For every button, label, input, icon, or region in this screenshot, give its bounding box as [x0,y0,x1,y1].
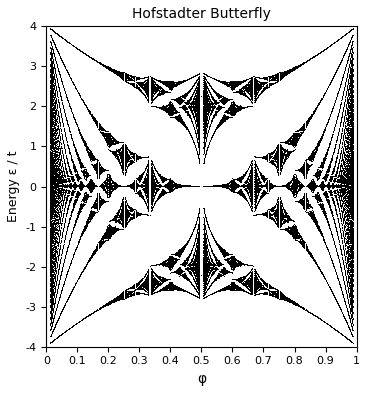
Y-axis label: Energy ε / t: Energy ε / t [7,151,20,222]
Title: Hofstadter Butterfly: Hofstadter Butterfly [132,7,271,21]
X-axis label: φ: φ [197,372,206,386]
